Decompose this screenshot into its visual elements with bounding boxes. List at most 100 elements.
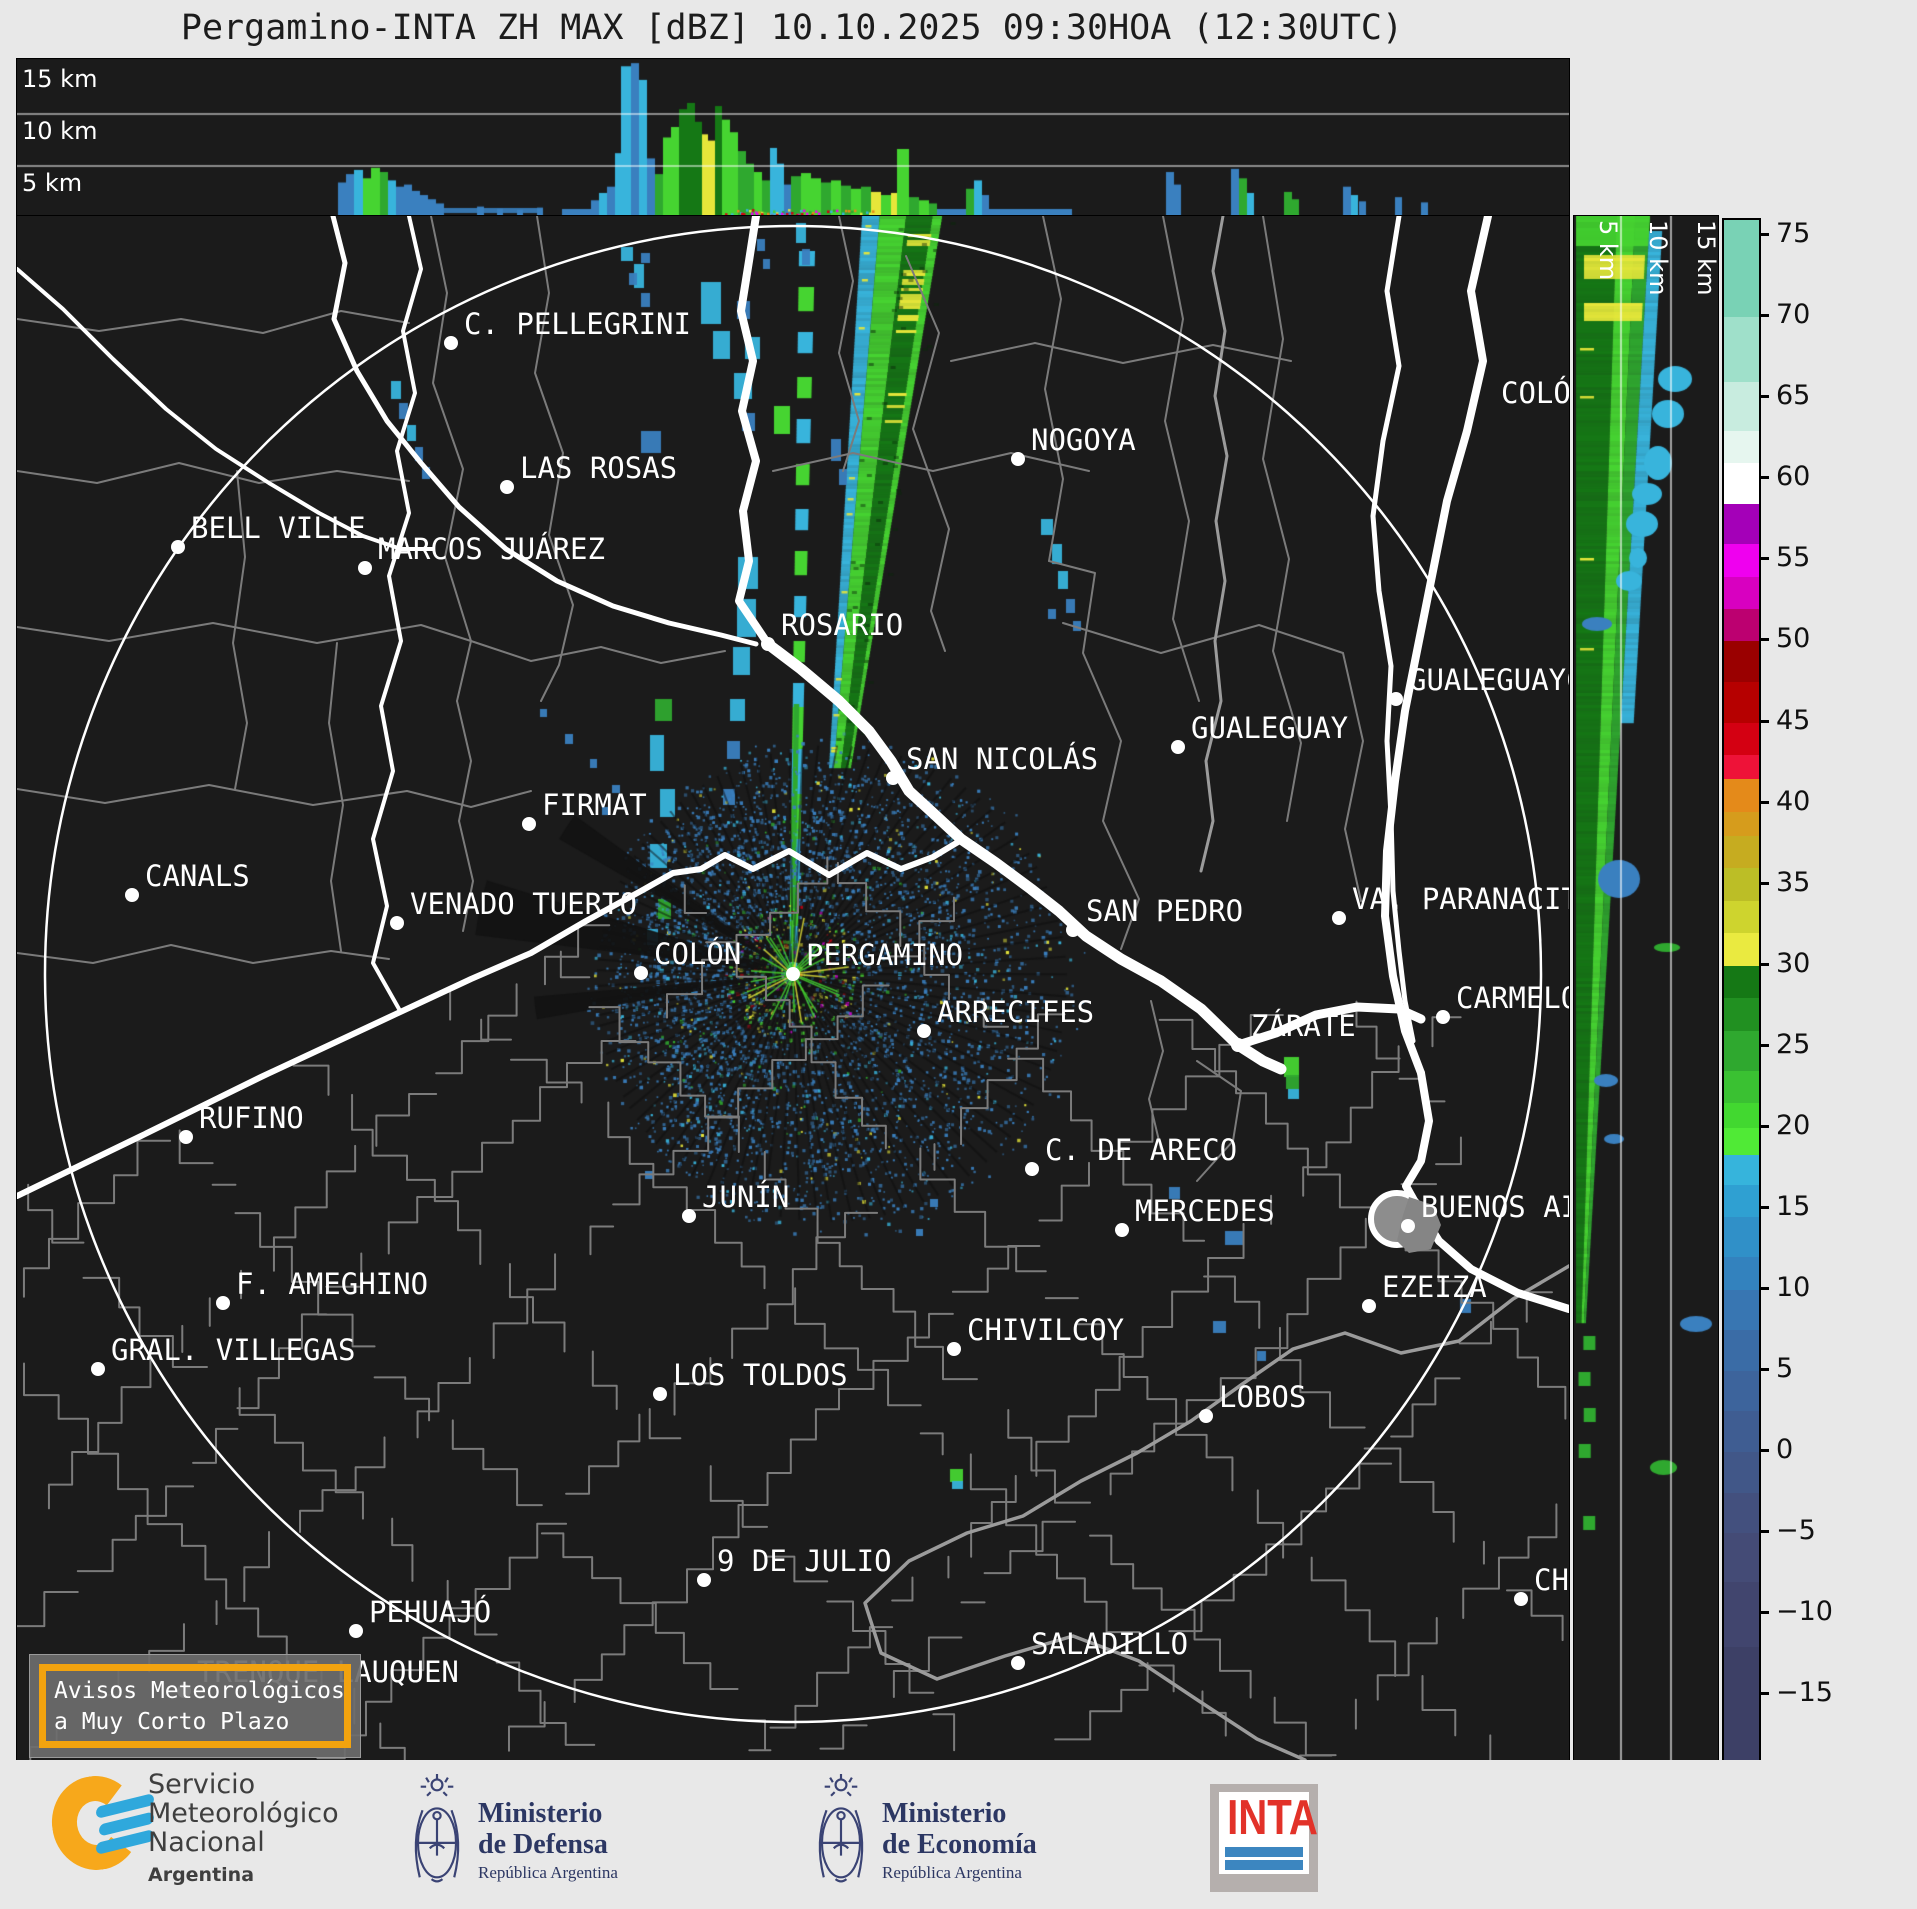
- inta-logo: INTA: [1210, 1784, 1318, 1892]
- product-title: Pergamino-INTA ZH MAX [dBZ] 10.10.2025 0…: [180, 8, 1404, 48]
- altitude-label-15km: 15 km: [22, 65, 98, 93]
- department-boundary: [292, 1064, 956, 1752]
- river-or-border-white: [1381, 216, 1492, 1077]
- economia-sub: República Argentina: [882, 1863, 1022, 1882]
- city-label: PERGAMINO: [806, 938, 964, 972]
- city-dot: [91, 1362, 105, 1376]
- colorbar: [1722, 218, 1761, 1762]
- smn-sub: Argentina: [148, 1864, 255, 1886]
- colorbar-segment: [1724, 382, 1759, 432]
- colorbar-tick: [1759, 1530, 1769, 1534]
- department-boundary: [1062, 622, 1344, 654]
- colorbar-tick-label: 20: [1776, 1109, 1811, 1141]
- river-or-border-white: [1233, 1002, 1426, 1050]
- city-dot: [1436, 1010, 1450, 1024]
- city-dot: [216, 1296, 230, 1310]
- city-dot: [682, 1209, 696, 1223]
- smn-line1: Servicio: [148, 1769, 256, 1800]
- map-overlay: [17, 216, 1569, 1760]
- colorbar-segment: [1724, 1452, 1759, 1494]
- economia-line2: de Economía: [882, 1829, 1037, 1860]
- city-dot: [1332, 911, 1346, 925]
- colorbar-segment: [1724, 1289, 1759, 1332]
- city-label: FIRMAT: [542, 788, 647, 822]
- colorbar-segment: [1724, 641, 1759, 683]
- department-boundary: [507, 1013, 1284, 1752]
- city-dot: [179, 1130, 193, 1144]
- colorbar-tick: [1759, 1367, 1769, 1371]
- city-dot: [917, 1024, 931, 1038]
- river-gray: [1199, 216, 1229, 873]
- radar-map: C. PELLEGRINI LAS ROSAS BELL VILLE MARCOS J…: [16, 215, 1570, 1761]
- city-label: SAN PEDRO: [1086, 894, 1244, 928]
- ew-cross-section-panel: 15 km 10 km 5 km: [16, 58, 1570, 217]
- department-boundary: [328, 642, 344, 952]
- colorbar-tick-label: 10: [1776, 1271, 1811, 1303]
- city-label: VENADO TUERTO: [410, 887, 637, 921]
- colorbar-segment: [1724, 1492, 1759, 1534]
- city-dot: [653, 1387, 667, 1401]
- warning-line1: Avisos Meteorológicos: [54, 1678, 345, 1704]
- city-dot: [444, 336, 458, 350]
- inta-bar-icon: [1225, 1860, 1303, 1870]
- colorbar-segment: [1724, 811, 1759, 837]
- defensa-sub: República Argentina: [478, 1863, 618, 1882]
- colorbar-segment: [1724, 317, 1759, 383]
- river-or-border-white: [330, 216, 759, 647]
- colorbar-segment: [1724, 576, 1759, 610]
- colorbar-segment: [1724, 1330, 1759, 1372]
- footer: Servicio Meteorológico Nacional Argentin…: [0, 1760, 1917, 1909]
- city-dot: [697, 1573, 711, 1587]
- smn-line2: Meteorológico: [148, 1798, 339, 1829]
- colorbar-segment: [1724, 998, 1759, 1032]
- colorbar-tick-label: 60: [1776, 461, 1811, 493]
- city-label: RUFINO: [199, 1101, 304, 1135]
- city-label: ZÁRATE: [1251, 1009, 1356, 1043]
- city-label: F. AMEGHINO: [236, 1267, 429, 1301]
- city-label: LOBOS: [1219, 1380, 1307, 1414]
- altitude-label-10km-r: 10 km: [1644, 220, 1672, 296]
- defensa-line1: Ministerio: [478, 1798, 603, 1829]
- city-dot: [1025, 1162, 1039, 1176]
- city-label: 9 DE JULIO: [717, 1544, 892, 1578]
- colorbar-segment: [1724, 1071, 1759, 1105]
- ns-cross-section-panel: 5 km 10 km 15 km: [1573, 215, 1720, 1761]
- altitude-label-5km: 5 km: [22, 169, 83, 197]
- colorbar-tick-label: 5: [1776, 1352, 1794, 1384]
- city-dot: [349, 1624, 363, 1638]
- department-boundary: [1148, 1000, 1164, 1150]
- city-dot: [761, 637, 775, 651]
- colorbar-tick: [1759, 395, 1769, 399]
- colorbar-tick-label: 45: [1776, 704, 1811, 736]
- city-dot: [171, 540, 185, 554]
- inta-logo-inner: INTA: [1219, 1792, 1318, 1874]
- city-dot: [1171, 740, 1185, 754]
- colorbar-tick-label: −10: [1776, 1596, 1833, 1628]
- city-label: ARRECIFES: [937, 995, 1095, 1029]
- city-dot: [947, 1342, 961, 1356]
- city-dot: [1514, 1592, 1528, 1606]
- economia-line1: Ministerio: [882, 1798, 1007, 1829]
- warning-box: Avisos Meteorológicos a Muy Corto Plazo: [29, 1654, 361, 1758]
- altitude-label-15km-r: 15 km: [1692, 220, 1720, 296]
- department-boundary: [819, 1136, 1462, 1750]
- colorbar-tick-label: 30: [1776, 947, 1811, 979]
- altitude-label-5km-r: 5 km: [1594, 220, 1622, 281]
- city-label: CARMELO: [1456, 981, 1570, 1015]
- department-boundary: [1298, 1503, 1558, 1757]
- colorbar-tick: [1759, 314, 1769, 318]
- department-boundary: [17, 856, 829, 1628]
- colorbar-tick: [1759, 719, 1769, 723]
- colorbar-tick: [1759, 1124, 1769, 1128]
- colorbar-segment: [1724, 836, 1759, 870]
- colorbar-segment: [1724, 682, 1759, 724]
- colorbar-tick: [1759, 1043, 1769, 1047]
- city-label: LAS ROSAS: [520, 451, 678, 485]
- colorbar-segment: [1724, 1184, 1759, 1218]
- river-or-border-white: [762, 638, 1287, 1075]
- city-label: MARCOS JUÁREZ: [378, 532, 605, 566]
- colorbar-tick-label: 50: [1776, 623, 1811, 655]
- defensa-line2: de Defensa: [478, 1829, 608, 1860]
- city-dot: [1115, 1223, 1129, 1237]
